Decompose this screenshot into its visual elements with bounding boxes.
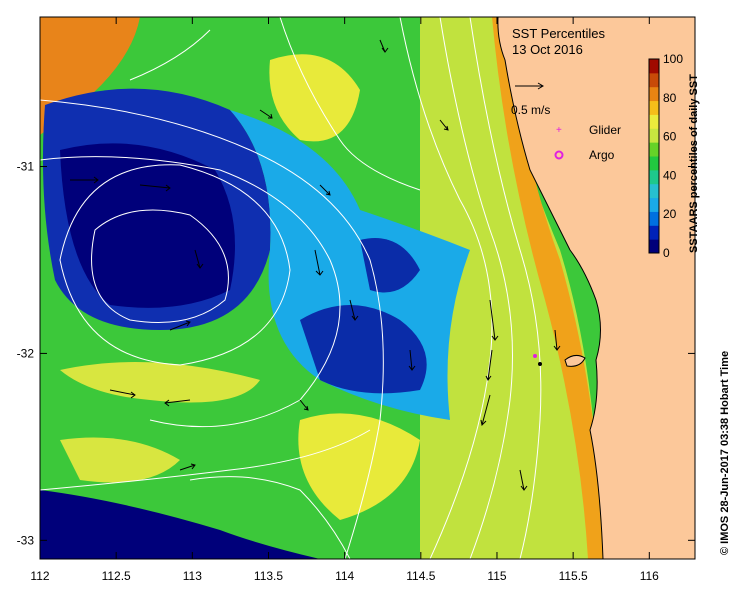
x-tick-label: 116 (640, 569, 659, 583)
map-date: 13 Oct 2016 (512, 42, 583, 57)
x-tick-label: 112 (30, 569, 49, 583)
colorbar-label: SSTAARS percentiles of daily SST (688, 74, 700, 253)
land-mass (497, 17, 695, 559)
legend-glider-label: Glider (589, 123, 621, 137)
x-axis: 112 112.5 113 113.5 114 114.5 115 115.5 116 (30, 17, 659, 583)
colorbar-tick-label: 20 (663, 207, 677, 221)
y-tick-label: -33 (17, 533, 35, 547)
colorbar-tick-label: 80 (663, 91, 677, 105)
x-tick-label: 115 (487, 569, 506, 583)
warm-patch-sw (60, 437, 180, 483)
x-tick-label: 114.5 (406, 569, 435, 583)
colorbar-segment (649, 183, 659, 199)
colorbar-frame (648, 58, 660, 254)
colorbar-segment (649, 142, 659, 157)
colorbar-segment (649, 100, 659, 115)
colorbar-tick-label: 60 (663, 130, 677, 144)
plot-frame (39, 16, 696, 560)
cold-blob-sw (40, 490, 320, 559)
colorbar-segment (649, 86, 659, 102)
colorbar-tick-label: 0 (663, 246, 670, 260)
x-tick-label: 115.5 (559, 569, 588, 583)
warm-tongue-south (298, 413, 420, 520)
colorbar-segment (649, 169, 659, 185)
colorbar-segment (649, 197, 659, 212)
coastal-orange-strip (492, 17, 603, 559)
colorbar: 0 20 40 60 80 100 (648, 52, 683, 260)
colorbar-segment (649, 156, 659, 171)
y-axis: -31 -32 -33 (17, 160, 695, 547)
colorbar-segment (649, 225, 659, 240)
colorbar-tick-label: 40 (663, 168, 677, 182)
warm-tongue-west (60, 362, 260, 403)
x-tick-label: 113.5 (254, 569, 283, 583)
colorbar-segment (649, 128, 659, 143)
contour-lines (40, 17, 542, 559)
legend-argo-label: Argo (589, 148, 615, 162)
x-tick-label: 114 (335, 569, 354, 583)
legend-argo: Argo (554, 148, 615, 162)
x-tick-label: 112.5 (102, 569, 131, 583)
vector-scale-arrow (515, 82, 544, 90)
island (564, 354, 586, 367)
x-tick-label: 113 (183, 569, 202, 583)
y-tick-label: -32 (17, 346, 35, 360)
glider-symbol: + (556, 125, 562, 136)
coastal-warm-band (420, 17, 600, 559)
credit-text: © IMOS 28-Jun-2017 03:38 Hobart Time (719, 351, 731, 555)
colorbar-segment (649, 239, 659, 254)
legend-glider: + Glider (556, 123, 621, 137)
colorbar-segment (649, 59, 659, 74)
argo-symbol (554, 150, 564, 160)
map-title: SST Percentiles (512, 26, 605, 41)
colorbar-segment (649, 72, 659, 88)
y-tick-label: -31 (17, 160, 35, 174)
current-vectors (70, 39, 561, 491)
cold-patch-mid (300, 305, 427, 394)
vector-scale-label: 0.5 m/s (511, 103, 550, 117)
cold-eddy-core (60, 143, 235, 308)
glider-track (533, 354, 542, 366)
colorbar-segment (649, 114, 659, 129)
colorbar-segment (649, 211, 659, 226)
colorbar-tick-label: 100 (663, 52, 683, 66)
